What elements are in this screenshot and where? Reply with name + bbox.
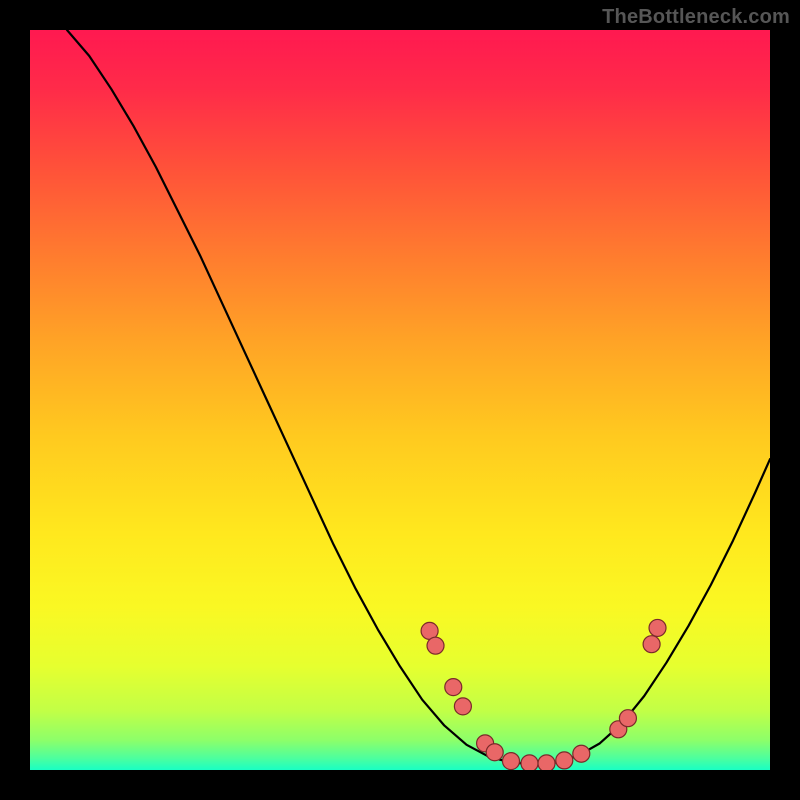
chart-frame: TheBottleneck.com	[0, 0, 800, 800]
data-marker	[556, 752, 573, 769]
data-marker	[619, 710, 636, 727]
data-marker	[454, 698, 471, 715]
data-marker	[538, 755, 555, 770]
data-marker	[445, 679, 462, 696]
data-marker	[427, 637, 444, 654]
data-marker	[649, 619, 666, 636]
data-marker	[503, 753, 520, 770]
data-marker	[521, 755, 538, 770]
bottleneck-chart	[30, 30, 770, 770]
data-marker	[486, 744, 503, 761]
data-marker	[643, 636, 660, 653]
data-marker	[573, 745, 590, 762]
watermark: TheBottleneck.com	[602, 6, 790, 29]
